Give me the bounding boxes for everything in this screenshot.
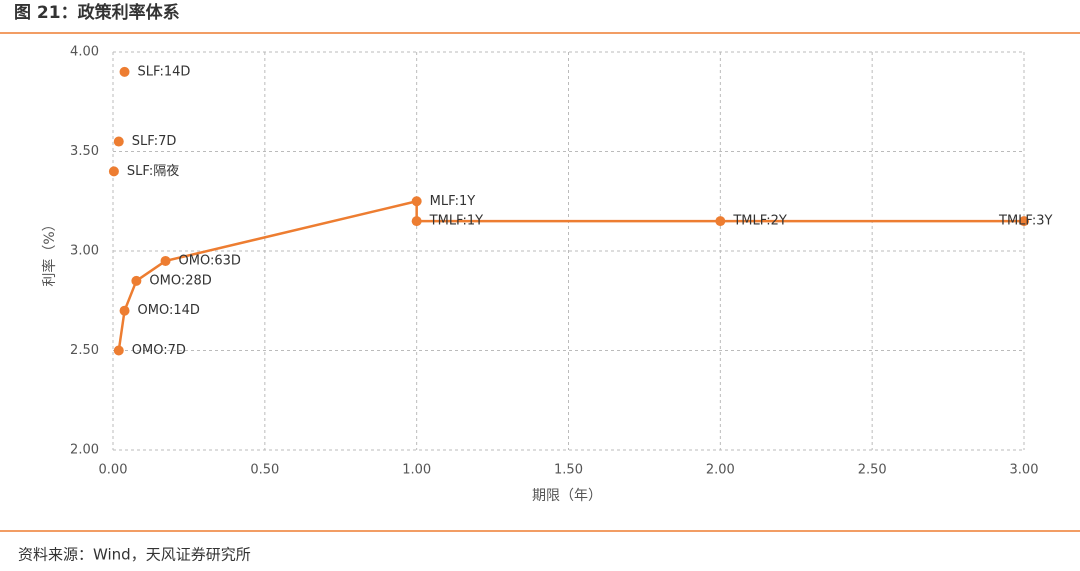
x-axis-label: 期限（年） [532,488,602,504]
data-point [160,255,171,266]
x-tick-label: 0.00 [99,463,128,478]
y-axis-label: 利率（%） [41,217,58,286]
data-point [131,275,142,286]
data-point [108,166,119,177]
data-point [113,345,124,356]
y-tick-label: 2.00 [70,443,99,458]
y-tick-label: 4.00 [70,45,99,60]
data-point [119,305,130,316]
x-tick-label: 1.00 [402,463,431,478]
x-tick-label: 1.50 [554,463,583,478]
x-tick-label: 2.50 [858,463,887,478]
point-label: OMO:28D [149,273,211,288]
point-label: SLF:隔夜 [127,164,179,179]
source-note: 资料来源：Wind，天风证券研究所 [18,546,251,564]
point-label: TMLF:1Y [429,214,484,229]
point-label: TMLF:3Y [998,214,1053,229]
x-tick-label: 3.00 [1010,463,1039,478]
series-line [117,199,1024,351]
data-point [715,216,726,227]
point-label: OMO:63D [179,253,241,268]
data-point [119,66,130,77]
data-point [1019,216,1029,227]
data-point [411,216,422,227]
point-label: OMO:14D [138,303,200,318]
x-tick-label: 0.50 [250,463,279,478]
y-tick-label: 3.00 [70,244,99,259]
data-point [113,136,124,147]
point-label: SLF:7D [132,134,177,149]
page-title: 图 21：政策利率体系 [14,2,180,23]
point-label: TMLF:2Y [732,214,787,229]
point-label: MLF:1Y [430,194,476,209]
x-tick-label: 2.00 [706,463,735,478]
y-tick-label: 3.50 [70,144,99,159]
y-tick-label: 2.50 [70,343,99,358]
data-point [411,196,422,207]
point-label: OMO:7D [132,343,186,358]
point-label: SLF:14D [138,64,191,79]
